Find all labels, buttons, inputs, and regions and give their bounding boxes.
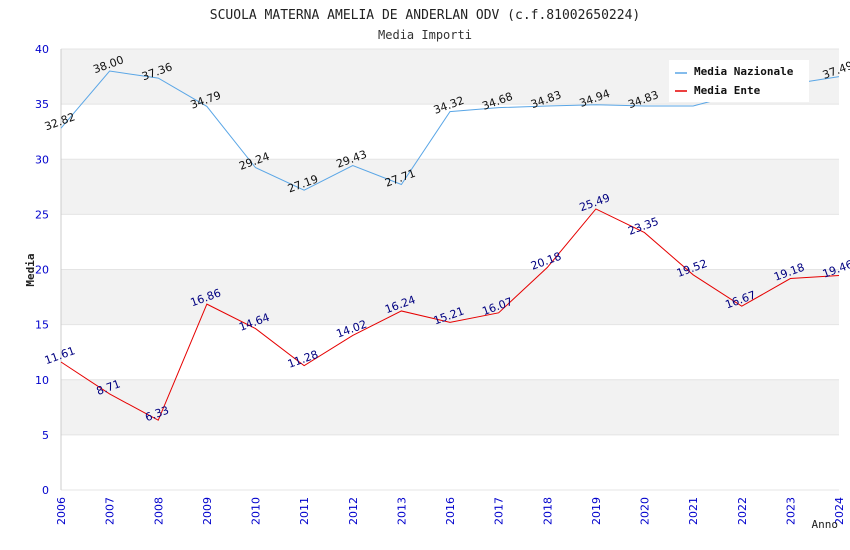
x-tick-label: 2017	[493, 497, 506, 525]
data-label: 11.61	[43, 344, 77, 367]
x-tick-label: 2012	[347, 497, 360, 525]
x-tick-label: 2022	[736, 497, 749, 525]
x-tick-label: 2011	[298, 497, 311, 525]
data-label: 11.28	[286, 348, 320, 371]
x-tick-label: 2016	[444, 497, 457, 525]
y-tick-label: 30	[35, 153, 49, 166]
x-tick-label: 2021	[687, 497, 700, 525]
y-tick-label: 25	[35, 208, 49, 221]
plot-background	[60, 48, 839, 491]
x-tick-label: 2007	[104, 497, 117, 525]
y-tick-label: 10	[35, 374, 49, 387]
legend-label-media-nazionale: Media Nazionale	[694, 65, 794, 78]
grid-band	[61, 379, 839, 435]
x-tick-label: 2019	[590, 497, 603, 525]
series-line-media-ente	[60, 208, 840, 421]
grid-band	[61, 159, 839, 215]
y-tick-label: 20	[35, 264, 49, 277]
x-tick-label: 2013	[395, 497, 408, 525]
x-axis: 2006 2007 2008 2009 2010 2011 2012 2013 2016 2017…	[55, 497, 846, 525]
legend-label-media-ente: Media Ente	[694, 84, 761, 97]
x-tick-label: 2010	[250, 497, 263, 525]
y-tick-label: 5	[42, 429, 49, 442]
y-tick-label: 35	[35, 98, 49, 111]
x-tick-label: 2023	[784, 497, 797, 525]
x-tick-label: 2020	[639, 497, 652, 525]
y-tick-label: 15	[35, 319, 49, 332]
x-tick-label: 2008	[152, 497, 165, 525]
y-tick-label: 0	[42, 484, 49, 497]
data-label: 32.82	[43, 110, 77, 133]
series-layer	[60, 70, 840, 421]
x-tick-label: 2024	[833, 497, 846, 525]
legend: Media Nazionale Media Ente	[669, 60, 809, 102]
x-tick-label: 2009	[201, 497, 214, 525]
chart-subtitle: Media Importi	[378, 28, 472, 42]
legend-box	[669, 60, 809, 102]
x-axis-title: Anno	[812, 518, 839, 531]
y-tick-label: 40	[35, 43, 49, 56]
y-axis-title: Media	[24, 253, 37, 286]
y-axis: 0 5 10 15 20 25 30 35 40	[35, 43, 49, 497]
chart-title: SCUOLA MATERNA AMELIA DE ANDERLAN ODV (c…	[210, 8, 640, 23]
data-label: 23.35	[626, 215, 660, 238]
x-tick-label: 2018	[541, 497, 554, 525]
x-tick-label: 2006	[55, 497, 68, 525]
grid-band	[61, 269, 839, 325]
